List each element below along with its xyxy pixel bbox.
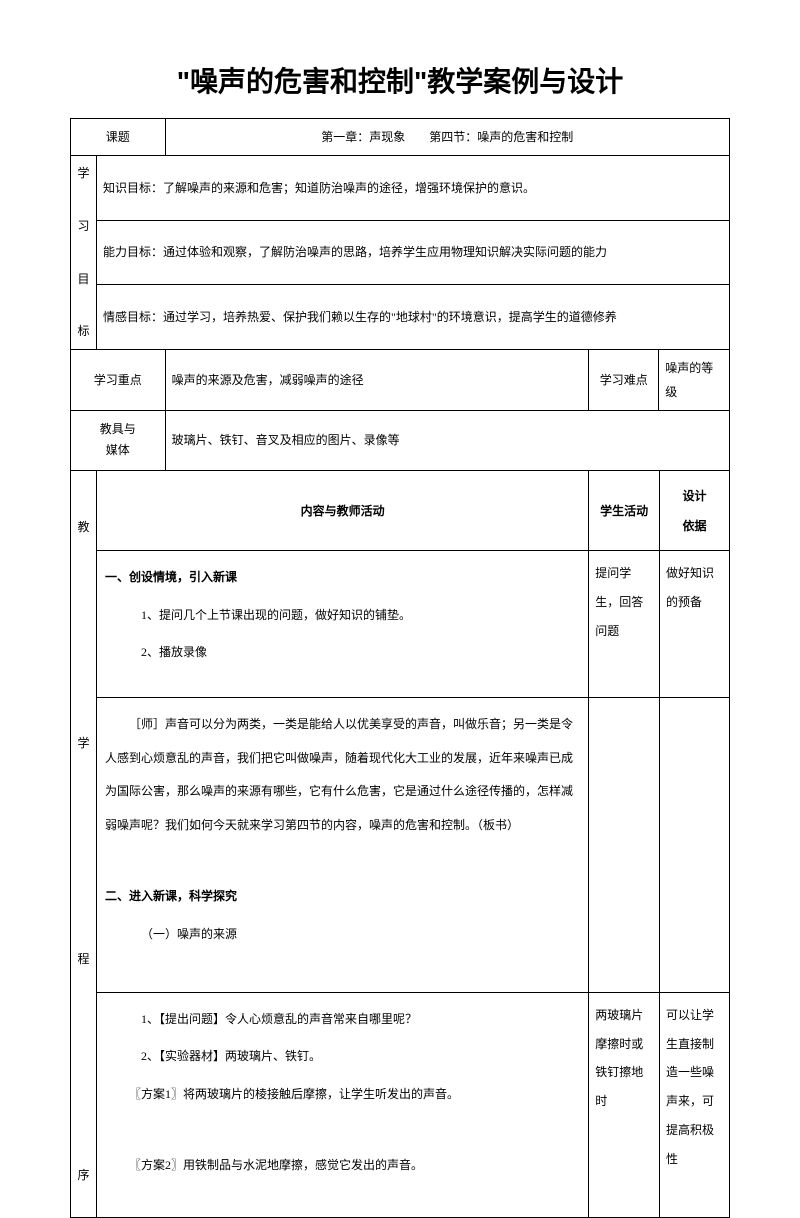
student-a1: 提问学生，回答问题 [589, 551, 660, 698]
s2-p2: 2、【实验器材】两玻璃片、铁钉。 [105, 1040, 580, 1074]
lesson-table: 课题 第一章：声现象 第四节：噪声的危害和控制 学习目标 知识目标：了解噪声的来… [70, 118, 730, 1218]
s2-p4: 〖方案2〗用铁制品与水泥地摩擦，感觉它发出的声音。 [105, 1149, 580, 1183]
difficulty-value: 噪声的等级 [659, 349, 730, 410]
design-d1: 做好知识的预备 [660, 551, 730, 698]
hdr-content: 内容与教师活动 [97, 470, 589, 550]
design-empty1 [660, 698, 730, 993]
s2-sub: （一）噪声的来源 [105, 918, 580, 952]
s1-p2: 2、播放录像 [105, 636, 580, 670]
s1-p3: ［师］声音可以分为两类，一类是能给人以优美享受的声音，叫做乐音；另一类是令人感到… [105, 708, 580, 842]
s2-title: 二、进入新课，科学探究 [105, 880, 580, 914]
student-a2: 两玻璃片摩擦时或铁钉擦地时 [589, 992, 660, 1217]
design-d2: 可以让学生直接制造一些噪声来，可提高积极性 [660, 992, 730, 1217]
s2-p1: 1、【提出问题】令人心烦意乱的声音常来自哪里呢？ [105, 1003, 580, 1037]
content-block-2: ［师］声音可以分为两类，一类是能给人以优美享受的声音，叫做乐音；另一类是令人感到… [97, 698, 589, 993]
difficulty-label: 学习难点 [589, 349, 659, 410]
hdr-student: 学生活动 [589, 470, 660, 550]
hdr-design: 设计依据 [660, 470, 730, 550]
obj-emotion: 情感目标：通过学习，培养热爱、保护我们赖以生存的"地球村"的环境意识，提高学生的… [97, 285, 730, 350]
keypoint-label: 学习重点 [71, 349, 166, 410]
obj-ability: 能力目标：通过体验和观察，了解防治噪声的思路，培养学生应用物理知识解决实际问题的… [97, 220, 730, 285]
obj-knowledge: 知识目标：了解噪声的来源和危害；知道防治噪声的途径，增强环境保护的意识。 [97, 156, 730, 221]
s2-p3: 〖方案1〗将两玻璃片的棱接触后摩擦，让学生听发出的声音。 [105, 1078, 580, 1112]
student-empty1 [589, 698, 660, 993]
tools-value: 玻璃片、铁钉、音叉及相应的图片、录像等 [165, 410, 729, 470]
topic-value: 第一章：声现象 第四节：噪声的危害和控制 [165, 119, 729, 156]
content-block-1: 一、创设情境，引入新课 1、提问几个上节课出现的问题，做好知识的铺垫。 2、播放… [97, 551, 589, 698]
s1-title: 一、创设情境，引入新课 [105, 561, 580, 595]
process-label: 教学程序 [71, 470, 97, 1217]
topic-label: 课题 [71, 119, 166, 156]
objectives-label: 学习目标 [71, 156, 97, 350]
tools-label: 教具与媒体 [71, 410, 166, 470]
page-title: "噪声的危害和控制"教学案例与设计 [70, 60, 730, 100]
keypoint-value: 噪声的来源及危害，减弱噪声的途径 [165, 349, 589, 410]
content-block-3: 1、【提出问题】令人心烦意乱的声音常来自哪里呢？ 2、【实验器材】两玻璃片、铁钉… [97, 992, 589, 1217]
s1-p1: 1、提问几个上节课出现的问题，做好知识的铺垫。 [105, 599, 580, 633]
